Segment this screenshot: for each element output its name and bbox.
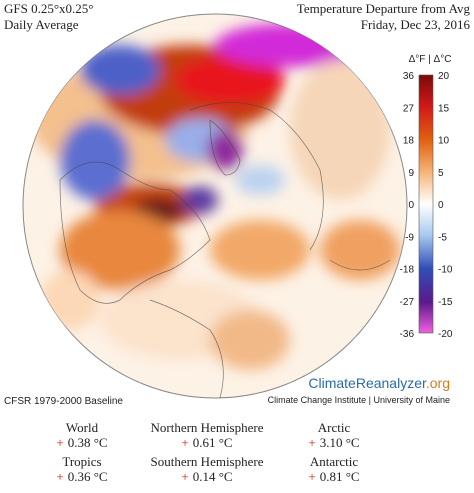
anomaly-value: 0.14 °C xyxy=(193,469,233,484)
celsius-tick-label: 5 xyxy=(438,168,444,179)
logo: ClimateReanalyzer.org xyxy=(308,375,450,391)
region-anomaly: +0.14 °C xyxy=(181,469,232,484)
region-name: Arctic xyxy=(318,420,351,435)
anomaly-value: 0.38 °C xyxy=(68,435,108,450)
celsius-tick-label: -5 xyxy=(438,232,447,243)
anomaly-sign: + xyxy=(181,469,188,484)
region-anomaly: +0.61 °C xyxy=(181,435,232,450)
period-label: Daily Average xyxy=(4,17,79,32)
celsius-tick-label: 15 xyxy=(438,103,450,114)
logo-part: Climate xyxy=(308,375,356,391)
region-anomaly: +0.81 °C xyxy=(308,469,359,484)
fahrenheit-tick-label: 0 xyxy=(408,200,414,211)
celsius-tick-label: 10 xyxy=(438,136,450,147)
fahrenheit-tick-label: -18 xyxy=(400,265,415,276)
anomaly-value: 3.10 °C xyxy=(320,435,360,450)
fahrenheit-tick-label: -9 xyxy=(405,232,414,243)
celsius-tick-label: 0 xyxy=(438,200,444,211)
colorbar-labels: 36 27 18 9 0 -9 -18 -27 -36 20 15 10 5 0 -5 -10 -15 -20 xyxy=(400,71,453,340)
logo-subtitle: Climate Change Institute | University of… xyxy=(268,395,450,405)
anomaly-sign: + xyxy=(56,435,63,450)
colorbar xyxy=(418,74,434,334)
anomaly-value: 0.36 °C xyxy=(68,469,108,484)
region-anomaly: +0.36 °C xyxy=(56,469,107,484)
fahrenheit-tick-label: 36 xyxy=(403,71,415,82)
globe xyxy=(22,13,408,399)
region-name: Tropics xyxy=(62,454,101,469)
region-anomaly: +3.10 °C xyxy=(308,435,359,450)
anomaly-value: 0.81 °C xyxy=(320,469,360,484)
fahrenheit-tick-label: 27 xyxy=(403,103,415,114)
fahrenheit-tick-label: 18 xyxy=(403,136,415,147)
region-name: Northern Hemisphere xyxy=(151,420,264,435)
colorbar-title: Δ°F | Δ°C xyxy=(409,54,452,65)
fahrenheit-tick-label: -27 xyxy=(400,297,415,308)
anomaly-sign: + xyxy=(308,469,315,484)
celsius-tick-label: -10 xyxy=(438,265,453,276)
fahrenheit-tick-label: 9 xyxy=(408,168,414,179)
celsius-tick-label: 20 xyxy=(438,71,450,82)
map-title: Temperature Departure from Avg xyxy=(297,1,471,16)
anomaly-sign: + xyxy=(181,435,188,450)
model-label: GFS 0.25°x0.25° xyxy=(4,1,94,16)
anomaly-value: 0.61 °C xyxy=(193,435,233,450)
celsius-tick-label: -20 xyxy=(438,329,453,340)
region-name: Antarctic xyxy=(310,454,359,469)
logo-part: .org xyxy=(426,375,450,391)
region-anomaly: +0.38 °C xyxy=(56,435,107,450)
region-name: World xyxy=(66,420,99,435)
map-date: Friday, Dec 23, 2016 xyxy=(361,17,471,32)
logo-part: Reanalyzer xyxy=(356,375,427,391)
anomaly-sign: + xyxy=(308,435,315,450)
baseline-label: CFSR 1979-2000 Baseline xyxy=(4,396,123,407)
region-name: Southern Hemisphere xyxy=(150,454,263,469)
celsius-tick-label: -15 xyxy=(438,297,453,308)
fahrenheit-tick-label: -36 xyxy=(400,329,415,340)
anomaly-sign: + xyxy=(56,469,63,484)
